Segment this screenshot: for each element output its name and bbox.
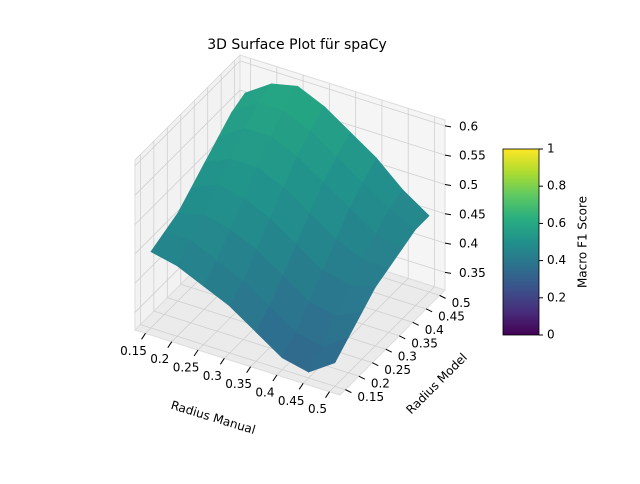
- y-tick-label: 0.4: [425, 323, 444, 337]
- y-tick-label: 0.25: [384, 363, 411, 377]
- x-tick-label: 0.15: [120, 344, 147, 358]
- z-tick-label: 0.5: [459, 178, 478, 192]
- y-tick-label: 0.35: [411, 336, 438, 350]
- x-tick-label: 0.2: [150, 352, 169, 366]
- x-tick: [272, 374, 278, 382]
- y-tick: [345, 389, 352, 394]
- grid-line: [134, 89, 241, 196]
- x-tick-label: 0.35: [225, 377, 252, 391]
- colorbar-label: Macro F1 Score: [576, 196, 590, 288]
- x-axis-label: Radius Manual: [169, 398, 257, 437]
- x-tick-label: 0.25: [173, 361, 200, 375]
- z-tick-label: 0.45: [459, 207, 486, 221]
- z-tick-label: 0.35: [459, 266, 486, 280]
- colorbar-tick-label: 0.2: [547, 290, 566, 304]
- z-tick-label: 0.4: [459, 237, 478, 251]
- colorbar: [502, 148, 540, 336]
- x-tick: [325, 391, 330, 398]
- z-tick: [444, 154, 452, 157]
- y-tick-label: 0.5: [452, 296, 471, 310]
- grid-line: [329, 286, 435, 392]
- grid-line: [239, 60, 446, 127]
- x-tick: [298, 383, 304, 390]
- y-tick: [439, 294, 446, 299]
- x-tick-label: 0.45: [278, 394, 305, 408]
- y-tick: [399, 335, 406, 340]
- grid-line: [134, 60, 241, 167]
- colorbar-tick-label: 0.4: [547, 253, 566, 267]
- y-tick: [425, 308, 433, 313]
- z-tick-label: 0.6: [459, 119, 478, 133]
- x-tick: [193, 349, 199, 357]
- colorbar-tick-label: 0.6: [547, 216, 566, 230]
- y-tick: [372, 362, 379, 367]
- grid-line: [140, 324, 346, 390]
- surface-patch: [307, 337, 349, 373]
- x-tick-label: 0.3: [203, 369, 222, 383]
- colorbar-tick-label: 1: [547, 142, 555, 156]
- x-tick: [141, 333, 146, 340]
- z-tick: [444, 242, 452, 245]
- y-tick-label: 0.3: [398, 350, 417, 364]
- x-tick: [246, 366, 252, 373]
- y-tick-label: 0.15: [357, 390, 384, 404]
- z-tick: [444, 213, 452, 216]
- x-tick: [167, 341, 173, 348]
- y-tick: [385, 348, 392, 353]
- y-tick: [358, 375, 366, 380]
- z-tick: [444, 183, 452, 186]
- z-tick-label: 0.55: [459, 149, 486, 163]
- y-tick-label: 0.2: [371, 377, 390, 391]
- chart-title: 3D Surface Plot für spaCy: [207, 37, 387, 53]
- x-tick: [219, 358, 225, 365]
- z-tick: [444, 125, 452, 128]
- x-tick-label: 0.5: [308, 402, 327, 416]
- colorbar-tick-label: 0.8: [547, 179, 566, 193]
- y-tick: [412, 321, 419, 326]
- z-tick: [444, 271, 452, 274]
- colorbar-tick-label: 0: [547, 328, 555, 342]
- y-tick-label: 0.45: [438, 309, 465, 323]
- x-tick-label: 0.4: [255, 386, 274, 400]
